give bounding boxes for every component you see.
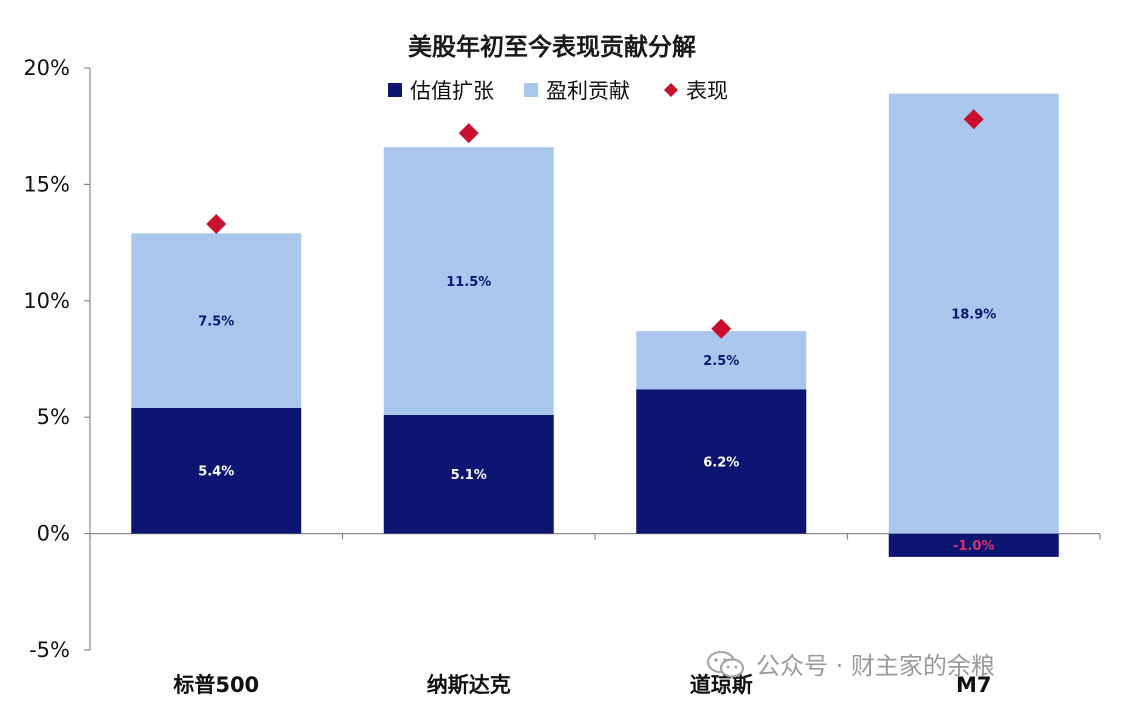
watermark-text: 公众号 · 财主家的余粮 bbox=[756, 652, 995, 680]
performance-marker bbox=[206, 213, 227, 234]
performance-marker bbox=[711, 318, 732, 339]
bar-value-label: 18.9% bbox=[951, 308, 996, 323]
bar-valuation bbox=[636, 389, 807, 534]
bar-value-label: 6.2% bbox=[703, 455, 739, 470]
bar-value-label: -1.0% bbox=[953, 539, 994, 554]
bar-earnings bbox=[383, 147, 554, 415]
bar-valuation bbox=[131, 407, 302, 534]
bar-value-label: 5.1% bbox=[451, 468, 487, 483]
bar-earnings bbox=[636, 331, 807, 390]
performance-marker bbox=[458, 123, 479, 144]
category-labels: 标普500 纳斯达克 道琼斯 M7 bbox=[173, 673, 991, 697]
bar-valuation bbox=[888, 533, 1059, 557]
legend: 估值扩张 盈利贡献 表现 bbox=[388, 79, 728, 103]
legend-swatch-diamond bbox=[664, 83, 678, 97]
legend-swatch bbox=[524, 83, 538, 97]
chart-title: 美股年初至今表现贡献分解 bbox=[408, 33, 696, 61]
bar-earnings bbox=[131, 233, 302, 408]
legend-label: 估值扩张 bbox=[410, 79, 494, 103]
y-tick-label: 5% bbox=[37, 405, 70, 429]
y-tick-label: 20% bbox=[23, 56, 70, 80]
bar-earnings bbox=[888, 93, 1059, 534]
bars bbox=[131, 93, 1059, 557]
y-tick-label: 15% bbox=[23, 172, 70, 196]
performance-markers bbox=[206, 109, 984, 339]
bar-value-label: 5.4% bbox=[198, 465, 234, 480]
x-tick-label: 道琼斯 bbox=[690, 673, 753, 697]
x-tick-label: 纳斯达克 bbox=[427, 673, 511, 697]
y-tick-label: -5% bbox=[29, 638, 70, 662]
bar-value-label: 11.5% bbox=[446, 275, 491, 290]
legend-label: 盈利贡献 bbox=[546, 79, 630, 103]
x-tick-label: 标普500 bbox=[173, 673, 259, 697]
bar-valuation bbox=[383, 414, 554, 534]
bar-value-label: 2.5% bbox=[703, 354, 739, 369]
y-tick-label: 10% bbox=[23, 289, 70, 313]
performance-marker bbox=[963, 109, 984, 130]
bar-labels: 5.4% 7.5% 5.1% 11.5% 6.2% 2.5% -1.0% 18.9% bbox=[198, 275, 996, 554]
legend-swatch bbox=[388, 83, 402, 97]
legend-label: 表现 bbox=[686, 79, 728, 103]
watermark: 公众号 · 财主家的余粮 bbox=[706, 646, 995, 681]
y-tick-label: 0% bbox=[37, 522, 70, 546]
bar-value-label: 7.5% bbox=[198, 315, 234, 330]
x-tick-label: M7 bbox=[956, 673, 992, 697]
wechat-icon bbox=[706, 650, 745, 678]
